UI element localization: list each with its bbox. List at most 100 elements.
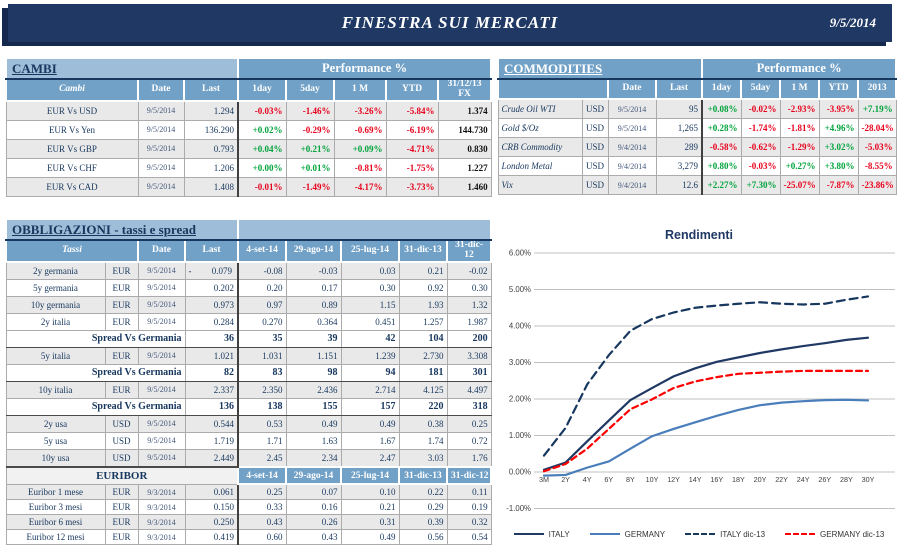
- rate-value-cell: 0.03: [340, 261, 400, 280]
- euribor-col-header: 31-dic-13: [398, 465, 449, 486]
- legend-label: GERMANY dic-13: [820, 529, 885, 539]
- spread-row: Spread Vs Germania 136 138 155 157 220 318: [5, 397, 492, 416]
- perf-cell: -4.71%: [385, 138, 439, 159]
- date-cell: 9/5/2014: [137, 414, 186, 433]
- spread-row: Spread Vs Germania 36 35 39 42 104 200: [5, 329, 492, 348]
- legend-item: GERMANY: [589, 530, 665, 539]
- legend-label: ITALY: [548, 529, 570, 539]
- date-cell: 9/5/2014: [137, 346, 186, 365]
- date-cell: 9/3/2014: [137, 483, 186, 501]
- currency-cell: USD: [104, 448, 139, 468]
- last-cell: 0.793: [183, 138, 239, 159]
- currency-cell: EUR: [104, 346, 139, 365]
- last-cell: 0.061: [184, 483, 239, 501]
- euribor-value-cell: 0.43: [237, 514, 287, 531]
- x-axis-label: 12Y: [667, 475, 680, 484]
- rate-value-cell: 0.89: [285, 295, 342, 314]
- rate-name-cell: 10y italia: [5, 380, 106, 399]
- y-axis-label: 5.00%: [509, 285, 531, 294]
- rate-value-cell: 1.257: [398, 312, 448, 331]
- legend-line-swatch: [589, 533, 620, 535]
- bonds-col-tassi: Tassi: [5, 239, 139, 263]
- bonds-col-d1: 4-set-14: [237, 239, 288, 263]
- rate-value-cell: 0.53: [237, 414, 287, 433]
- cambi-row: EUR Vs CAD 9/5/2014 1.408 -0.01% -1.49% -4.17…: [5, 176, 492, 197]
- rate-row: 10y usa USD 9/5/2014 2.449 2.45 2.34 2.47 3.03 1…: [5, 448, 492, 468]
- x-axis-label: 14Y: [689, 475, 702, 484]
- commodity-row: London Metal USD 9/4/2014 3,279 +0.80% -0.03%…: [497, 156, 897, 176]
- cambi-performance-title: Performance %: [237, 57, 493, 80]
- x-axis-label: 2Y: [561, 475, 570, 484]
- bonds-col-d4: 31-dic-13: [398, 239, 449, 263]
- x-axis-label: 28Y: [840, 475, 853, 484]
- legend-item: GERMANY dic-13: [785, 530, 884, 539]
- spread-label-cell: Spread Vs Germania: [5, 397, 186, 416]
- commodities-col-date: Date: [607, 78, 657, 100]
- euribor-col-header: 4-set-14: [237, 465, 288, 486]
- euribor-value-cell: 0.60: [237, 529, 287, 546]
- date-cell: 9/5/2014: [607, 118, 657, 138]
- rate-value-cell: 0.21: [398, 261, 448, 280]
- cambi-col-date: Date: [137, 78, 185, 102]
- perf-cell: -6.19%: [385, 119, 439, 140]
- spread-value-cell: 200: [446, 329, 492, 348]
- cambi-col-5day: 5day: [285, 78, 336, 102]
- last-cell: 2.337: [184, 380, 239, 399]
- x-axis-label: 10Y: [646, 475, 659, 484]
- date-cell: 9/5/2014: [137, 278, 186, 297]
- y-axis-label: 4.00%: [509, 322, 531, 331]
- euribor-row: Euribor 3 mesi EUR 9/3/2014 0.150 0.33 0.16 0.…: [5, 499, 492, 516]
- perf-cell: +3.02%: [818, 137, 859, 157]
- spread-value-cell: 157: [340, 397, 400, 416]
- perf-cell: -0.03%: [237, 100, 287, 121]
- date-cell: 9/3/2014: [137, 514, 186, 531]
- spread-value-cell: 138: [237, 397, 287, 416]
- rate-value-cell: 0.364: [285, 312, 342, 331]
- perf-cell: -1.49%: [285, 176, 335, 197]
- perf-cell: +4.96%: [818, 118, 859, 138]
- date-cell: 9/5/2014: [607, 98, 657, 119]
- currency-cell: EUR: [104, 312, 139, 331]
- rate-value-cell: 1.67: [340, 431, 400, 450]
- rate-value-cell: 0.49: [340, 414, 400, 433]
- rate-value-cell: 3.308: [446, 346, 492, 365]
- bonds-col-date: Date: [137, 239, 186, 263]
- rate-value-cell: 3.03: [398, 448, 448, 468]
- commodity-name-cell: Crude Oil WTI: [497, 98, 583, 119]
- chart-plot-area: 6.00% 5.00% 4.00% 3.00% 2.00% 1.00% 0.00% -1.00…: [506, 249, 895, 513]
- perf-cell: +7.30%: [740, 175, 781, 195]
- perf-cell: -3.73%: [385, 176, 439, 197]
- spread-label-cell: Spread Vs Germania: [5, 363, 186, 382]
- rate-name-cell: 10y germania: [5, 295, 106, 314]
- rate-row: 2y italia EUR 9/5/2014 0.284 0.270 0.364 0.451…: [5, 312, 492, 331]
- rate-value-cell: 1.987: [446, 312, 492, 331]
- date-cell: 9/4/2014: [607, 137, 657, 157]
- date-cell: 9/5/2014: [137, 119, 185, 140]
- commodity-name-cell: London Metal: [497, 156, 583, 176]
- perf-cell: +3.80%: [818, 156, 859, 176]
- rate-value-cell: 1.031: [237, 346, 287, 365]
- pair-name-cell: EUR Vs GBP: [5, 138, 139, 159]
- x-axis-label: 8Y: [626, 475, 635, 484]
- spread-last-cell: 136: [184, 397, 239, 416]
- cambi-col-name: Cambi: [5, 78, 139, 102]
- date-cell: 9/3/2014: [137, 499, 186, 516]
- currency-cell: EUR: [104, 529, 139, 546]
- legend-line-swatch: [513, 533, 544, 535]
- series-line-italy-dic-13: [542, 295, 870, 457]
- rate-value-cell: 1.71: [237, 431, 287, 450]
- rate-row: 10y italia EUR 9/5/2014 2.337 2.350 2.436 2.71…: [5, 380, 492, 399]
- series-line-italy: [542, 336, 870, 471]
- commodity-row: CRB Commodity USD 9/4/2014 289 -0.58% -0.62% -…: [497, 137, 897, 157]
- report-date: 9/5/2014: [829, 15, 876, 30]
- currency-cell: USD: [581, 175, 609, 195]
- euribor-row: Euribor 6 mesi EUR 9/3/2014 0.250 0.43 0.26 0.…: [5, 514, 492, 531]
- rate-value-cell: 0.30: [340, 278, 400, 297]
- commodities-col-last: Last: [654, 78, 704, 100]
- last-cell: 95: [655, 98, 703, 119]
- rate-name-cell: 5y germania: [5, 278, 106, 297]
- currency-cell: EUR: [104, 261, 139, 280]
- euribor-value-cell: 0.56: [398, 529, 448, 546]
- rate-value-cell: -0.08: [237, 261, 287, 280]
- commodity-name-cell: Gold $/Oz: [497, 118, 583, 138]
